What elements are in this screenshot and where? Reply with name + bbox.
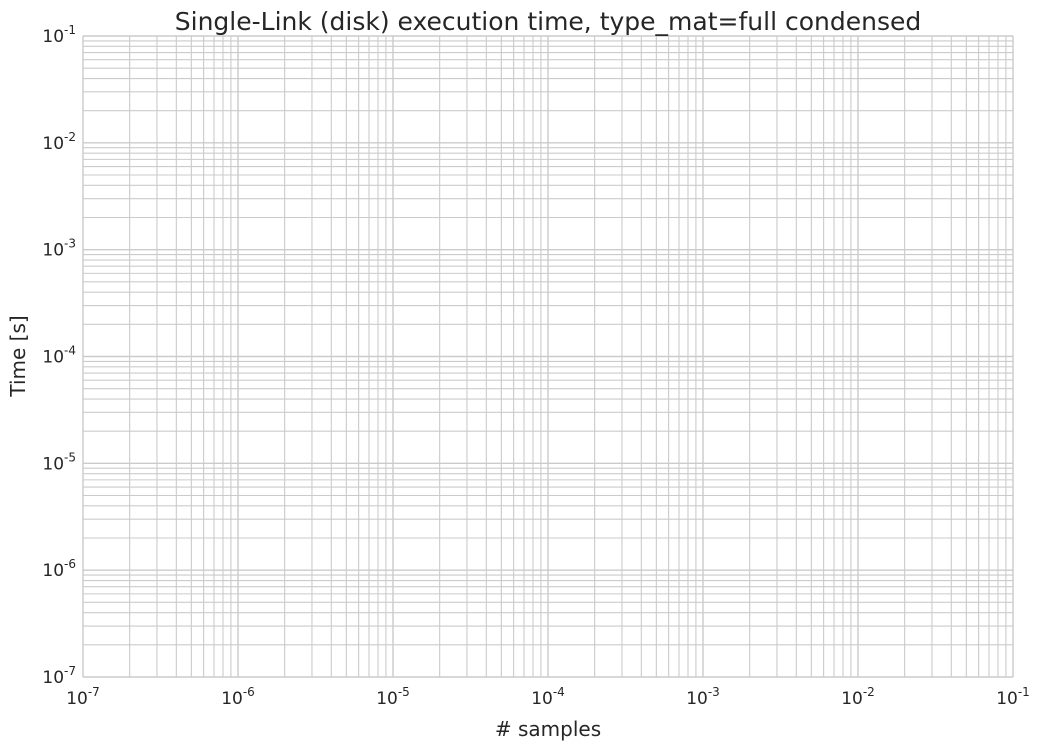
y-tick-label: 10-1	[42, 23, 76, 47]
x-tick-labels: 10-7 10-6 10-5 10-4 10-3 10-2 10-1	[66, 685, 1030, 709]
y-tick-label: 10-4	[42, 344, 76, 368]
tick-label-base: 10	[42, 134, 64, 154]
x-tick-label: 10-4	[531, 685, 565, 709]
tick-label-base: 10	[42, 348, 64, 368]
x-tick-label: 10-7	[66, 685, 100, 709]
tick-label-base: 10	[221, 689, 243, 709]
tick-label-exponent: -7	[88, 685, 100, 699]
tick-label-base: 10	[996, 689, 1018, 709]
y-tick-label: 10-3	[42, 237, 76, 261]
x-tick-label: 10-1	[996, 685, 1030, 709]
y-axis-label: Time [s]	[6, 315, 30, 397]
tick-label-base: 10	[841, 689, 863, 709]
tick-label-exponent: -2	[863, 685, 875, 699]
tick-label-exponent: -6	[64, 557, 76, 571]
tick-label-exponent: -4	[64, 344, 76, 358]
tick-label-base: 10	[66, 689, 88, 709]
tick-label-base: 10	[531, 689, 553, 709]
y-tick-label: 10-5	[42, 450, 76, 474]
tick-label-base: 10	[42, 668, 64, 688]
grid	[82, 35, 1014, 678]
x-tick-label: 10-5	[376, 685, 410, 709]
tick-label-exponent: -7	[64, 664, 76, 678]
tick-label-exponent: -3	[64, 237, 76, 251]
y-tick-label: 10-6	[42, 557, 76, 581]
y-tick-label: 10-2	[42, 130, 76, 154]
tick-label-base: 10	[42, 561, 64, 581]
tick-label-base: 10	[376, 689, 398, 709]
x-tick-label: 10-3	[686, 685, 720, 709]
tick-label-base: 10	[686, 689, 708, 709]
tick-label-exponent: -2	[64, 130, 76, 144]
x-tick-label: 10-6	[221, 685, 255, 709]
tick-label-base: 10	[42, 454, 64, 474]
y-tick-label: 10-7	[42, 664, 76, 688]
tick-label-exponent: -1	[1018, 685, 1030, 699]
x-tick-label: 10-2	[841, 685, 875, 709]
y-tick-labels: 10-710-610-510-410-310-210-1	[42, 23, 76, 688]
tick-label-exponent: -1	[64, 23, 76, 37]
tick-label-exponent: -5	[64, 450, 76, 464]
x-axis-label: # samples	[495, 717, 601, 741]
chart-title: Single-Link (disk) execution time, type_…	[175, 7, 921, 36]
tick-label-exponent: -3	[708, 685, 720, 699]
tick-label-exponent: -5	[398, 685, 410, 699]
tick-label-exponent: -6	[243, 685, 255, 699]
tick-label-exponent: -4	[553, 685, 565, 699]
tick-label-base: 10	[42, 27, 64, 47]
tick-label-base: 10	[42, 241, 64, 261]
